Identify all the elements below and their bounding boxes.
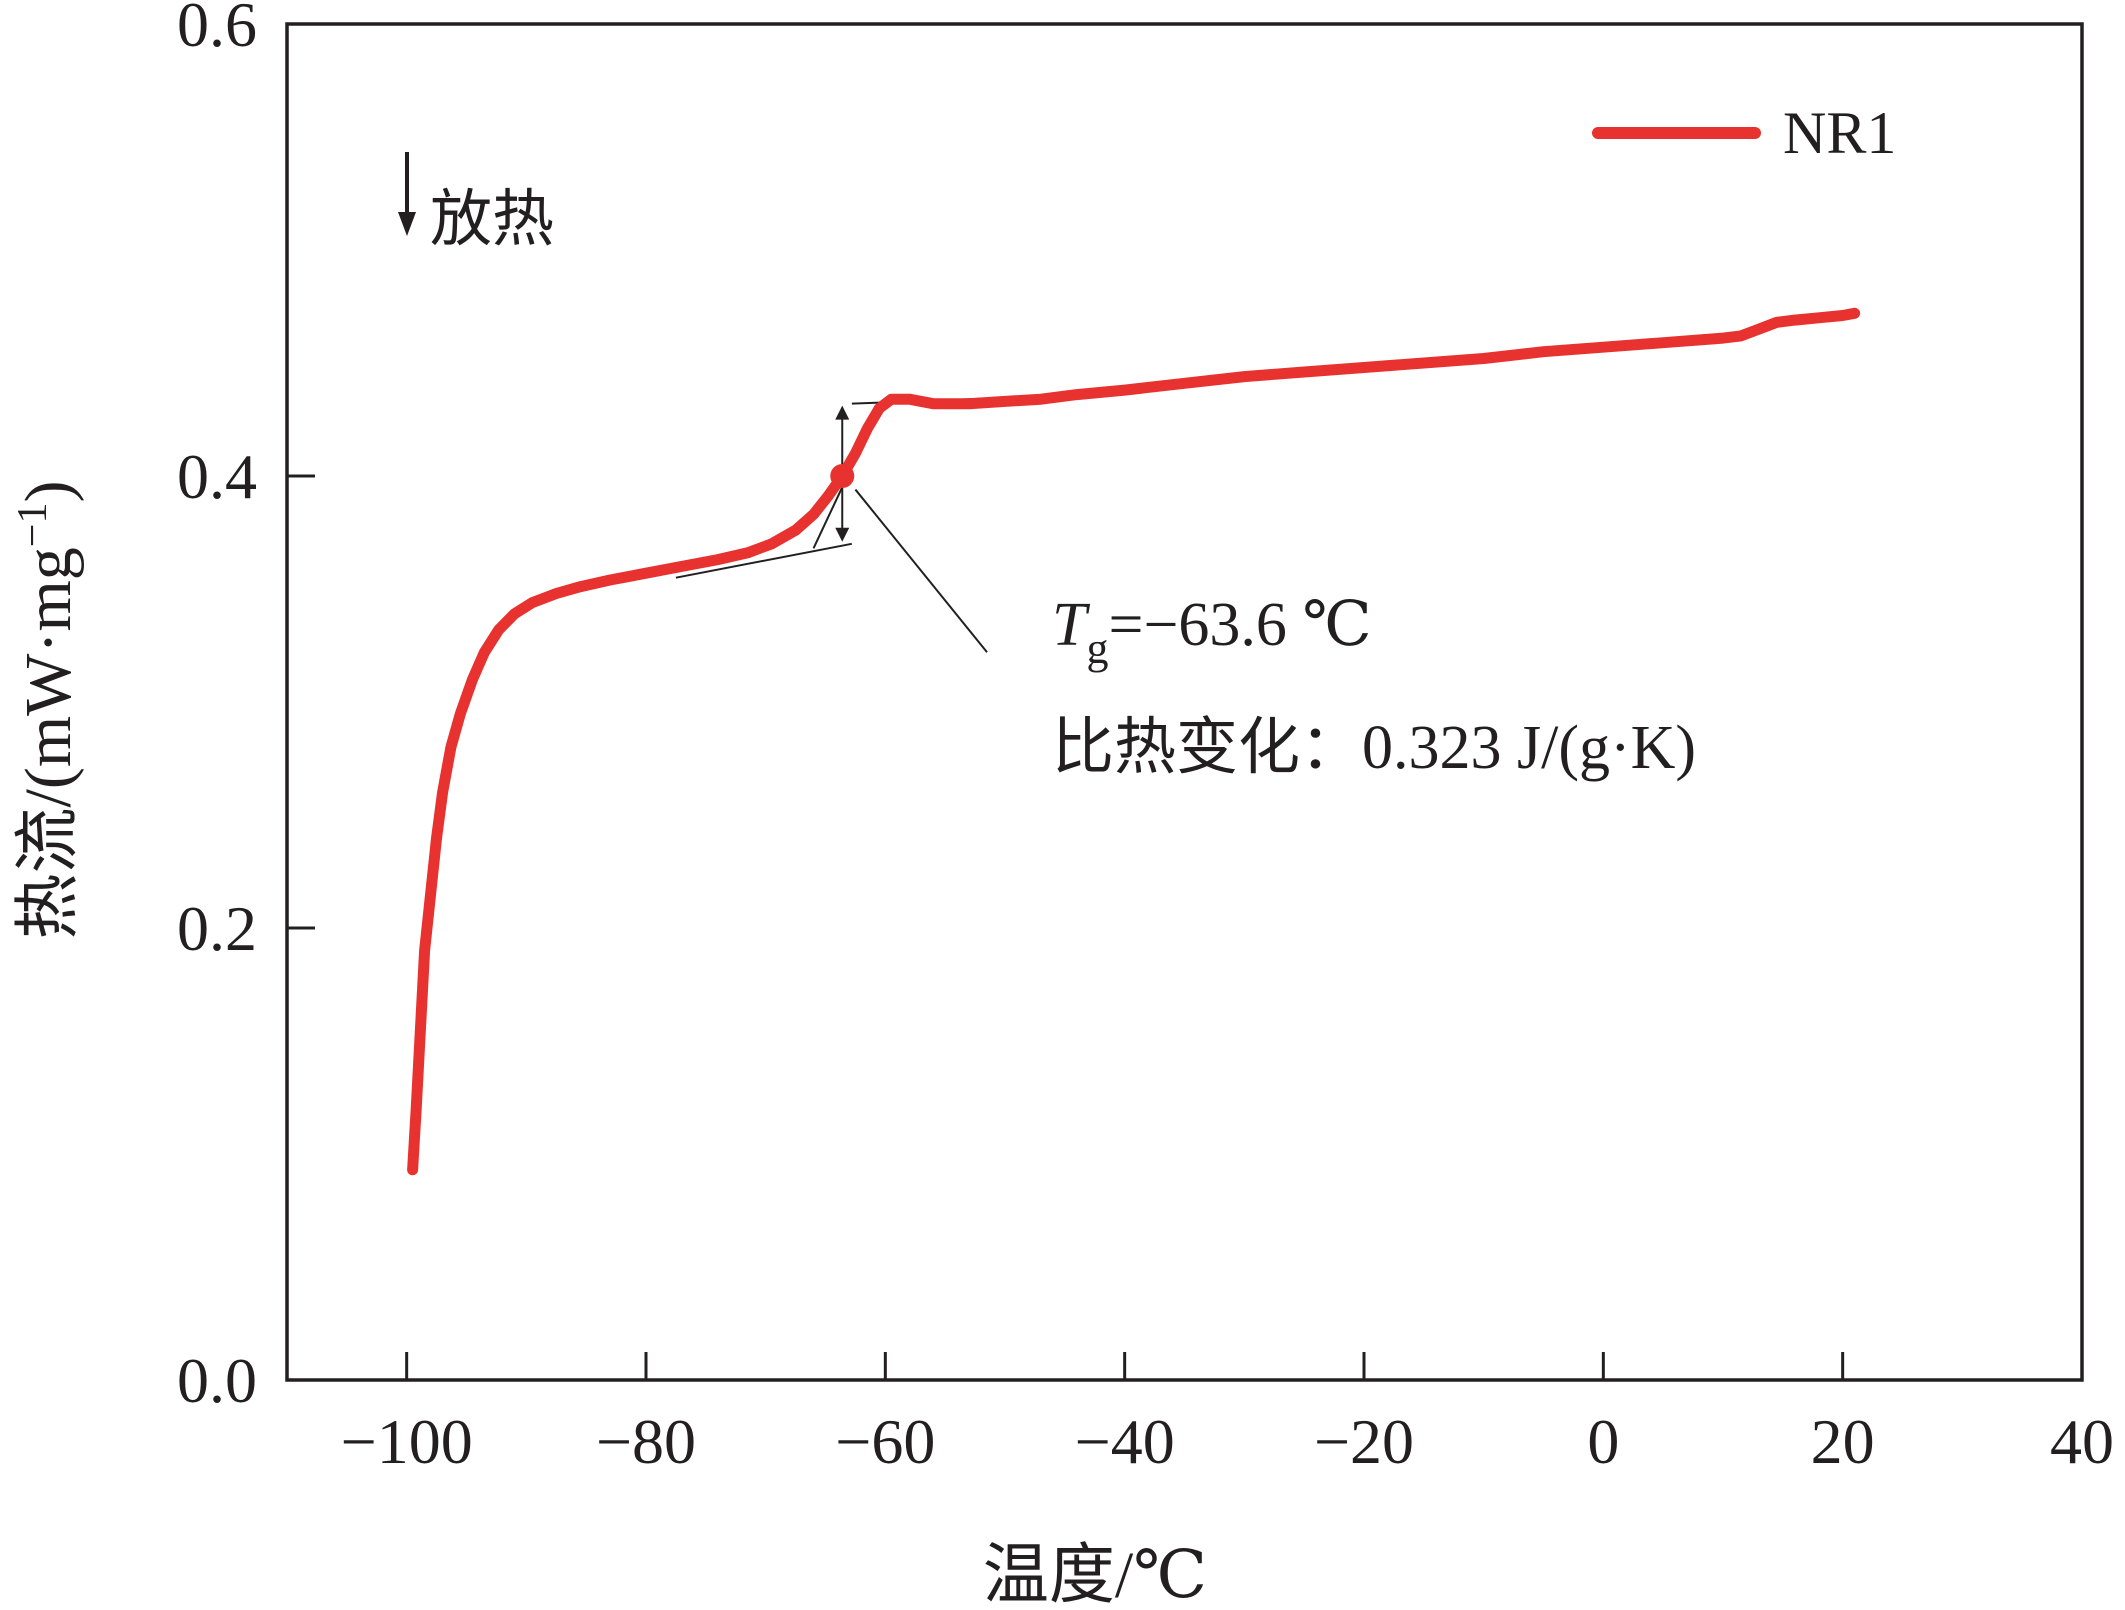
y-tick-label: 0.6 bbox=[177, 0, 257, 60]
x-tick-label: 40 bbox=[2050, 1406, 2114, 1477]
heat-capacity-annotation: 比热变化：0.323 J/(g·K) bbox=[1052, 714, 1696, 782]
tg-construction-lines bbox=[675, 395, 1029, 653]
tg-point-marker bbox=[830, 464, 855, 488]
y-tick-label: 0.0 bbox=[177, 1345, 257, 1416]
tangent-line bbox=[675, 542, 853, 579]
y-axis-title: 热流/(mW·mg−1) bbox=[10, 481, 85, 940]
y-axis-title-superscript: −1 bbox=[10, 503, 56, 548]
series-group bbox=[407, 307, 1861, 1176]
x-axis-ticks bbox=[405, 1352, 2084, 1380]
tg-symbol: T bbox=[1052, 591, 1091, 659]
y-axis-title-main: 热流/(mW·mg bbox=[12, 547, 85, 939]
exo-label: 放热 bbox=[430, 186, 554, 254]
x-tick-label: −40 bbox=[1075, 1406, 1175, 1477]
x-tick-label: −100 bbox=[341, 1406, 473, 1477]
y-tick-label: 0.4 bbox=[177, 441, 257, 512]
tg-callout-line bbox=[854, 488, 988, 653]
tg-value: =−63.6 ℃ bbox=[1108, 591, 1371, 659]
exo-arrow-head bbox=[398, 212, 416, 236]
x-tick-label: −20 bbox=[1314, 1406, 1414, 1477]
y-axis-tick-labels: 0.0 0.2 0.4 0.6 bbox=[177, 0, 257, 1416]
legend-label: NR1 bbox=[1783, 100, 1896, 166]
step-arrow-head-bottom bbox=[835, 527, 850, 542]
y-axis-ticks bbox=[287, 474, 315, 930]
y-tick-label: 0.2 bbox=[177, 893, 257, 964]
x-tick-label: −80 bbox=[596, 1406, 696, 1477]
x-tick-label: −60 bbox=[835, 1406, 935, 1477]
tg-subscript: g bbox=[1086, 624, 1108, 673]
x-axis-tick-labels: −100 −80 −60 −40 −20 0 20 40 bbox=[341, 1406, 2114, 1477]
x-tick-label: 0 bbox=[1587, 1406, 1619, 1477]
tg-annotation: Tg=−63.6 ℃ bbox=[1052, 591, 1372, 673]
x-axis-title: 温度/℃ bbox=[983, 1539, 1207, 1605]
plot-frame bbox=[285, 22, 2084, 1382]
series-line-nr1 bbox=[407, 307, 1861, 1176]
x-tick-label: 20 bbox=[1811, 1406, 1875, 1477]
y-axis-title-close: ) bbox=[12, 481, 85, 503]
step-arrow-head-top bbox=[835, 405, 850, 420]
